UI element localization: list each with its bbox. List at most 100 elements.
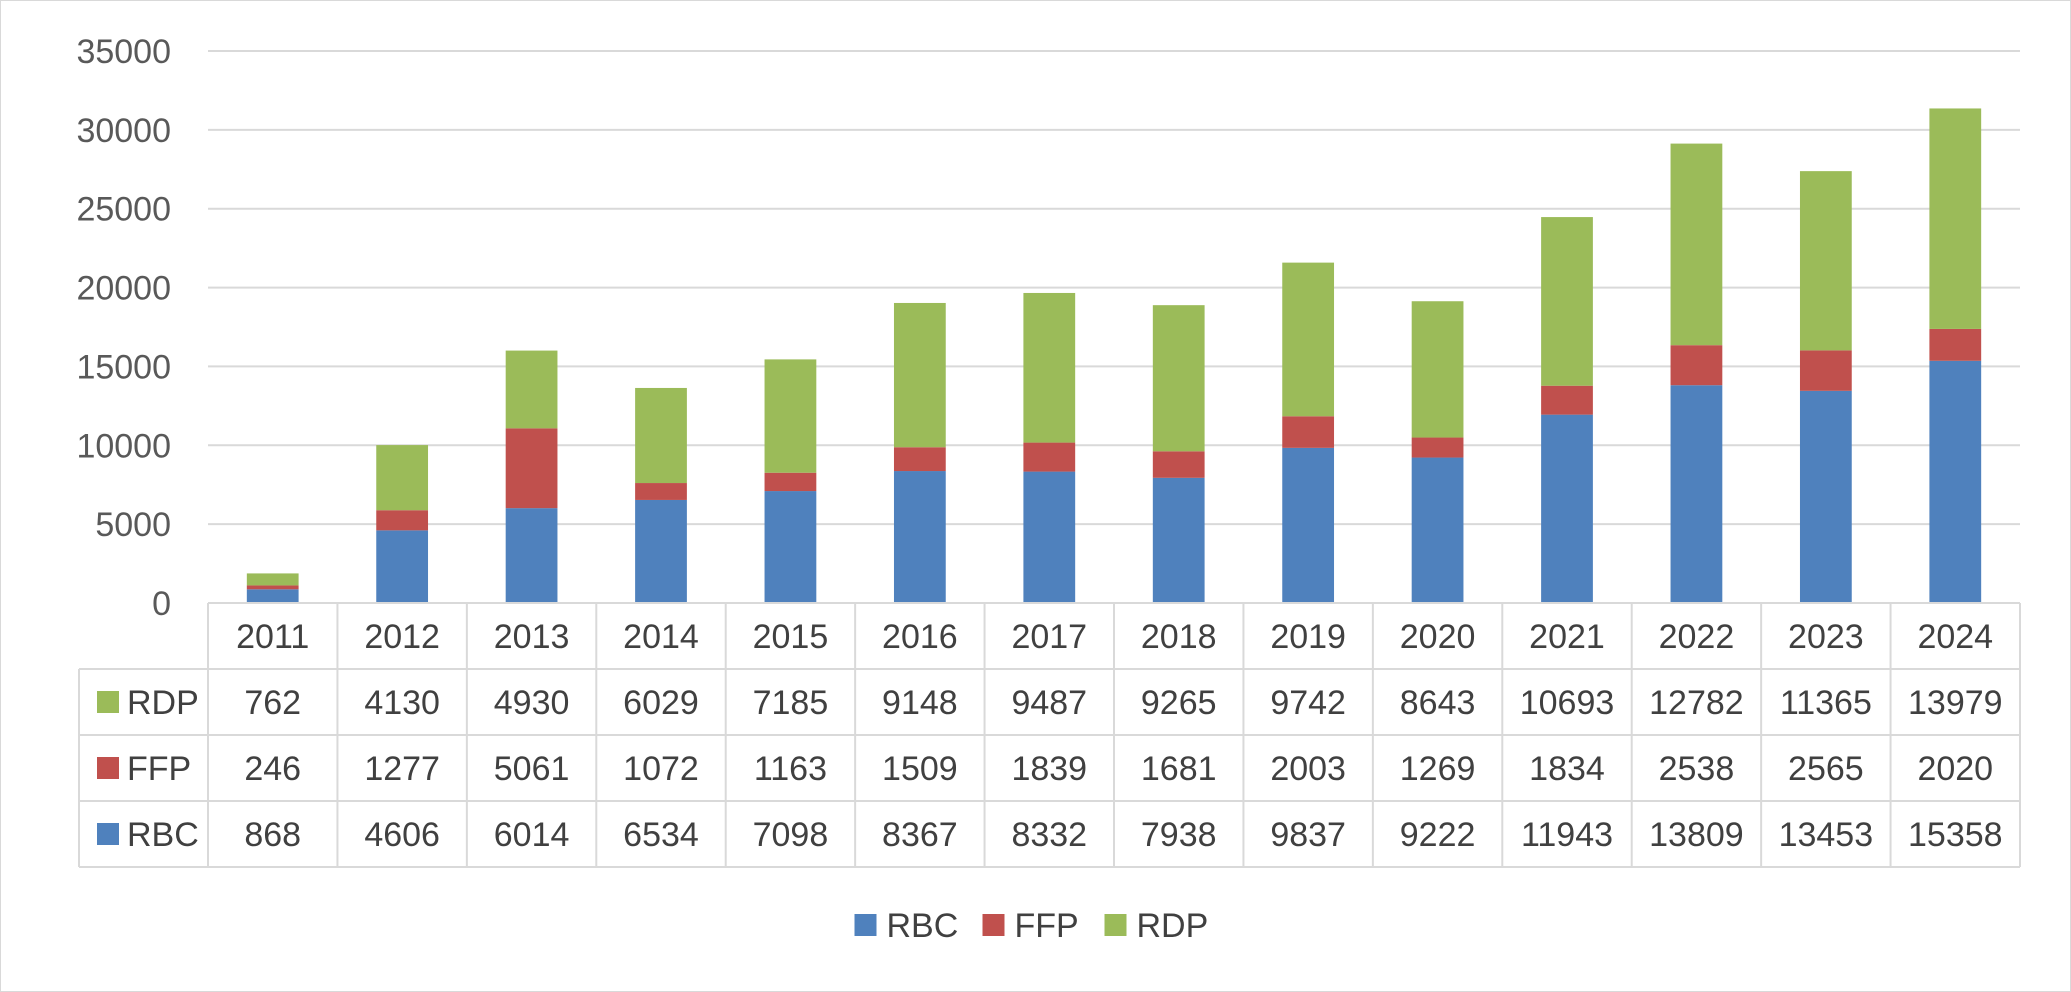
bar-rbc-2015	[764, 491, 817, 603]
bar-ffp-2024	[1929, 328, 1982, 361]
table-cell-value: 9487	[1011, 684, 1087, 722]
x-tick-label: 2013	[494, 618, 570, 656]
table-cell-value: 12782	[1649, 684, 1744, 722]
bar-rdp-2016	[893, 302, 946, 448]
y-tick-label: 25000	[76, 191, 171, 229]
table-row-label: RBC	[127, 816, 199, 854]
y-tick-label: 0	[152, 585, 171, 623]
bar-rbc-2020	[1411, 457, 1464, 603]
x-tick-label: 2011	[236, 618, 309, 656]
y-tick-label: 15000	[76, 348, 171, 386]
bar-rdp-2023	[1799, 171, 1852, 351]
bar-rbc-2023	[1799, 390, 1852, 603]
gridlines	[208, 50, 2020, 526]
bar-rbc-2024	[1929, 360, 1982, 603]
table-cell-value: 2565	[1788, 750, 1864, 788]
x-tick-label: 2020	[1400, 618, 1476, 656]
x-tick-label: 2022	[1659, 618, 1735, 656]
bar-rdp-2011	[246, 573, 299, 586]
y-tick-label: 20000	[76, 270, 171, 308]
bar-rdp-2021	[1541, 217, 1593, 386]
table-cell-value: 8367	[882, 816, 958, 854]
x-tick-label: 2018	[1141, 618, 1217, 656]
y-tick-label: 5000	[95, 506, 171, 544]
table-cell-value: 4606	[364, 816, 440, 854]
legend-label: RBC	[887, 907, 959, 945]
table-cell-value: 4130	[364, 684, 440, 722]
table-cell-value: 6014	[494, 816, 570, 854]
table-cell-value: 13453	[1779, 816, 1874, 854]
table-row-label: RDP	[127, 684, 199, 722]
table-cell-value: 6534	[623, 816, 699, 854]
legend: RBC FFP RDP	[854, 907, 1208, 945]
bar-rbc-2021	[1541, 414, 1593, 603]
table-legend-key-rdp	[97, 691, 119, 713]
bar-rbc-2011	[246, 589, 299, 603]
x-tick-label: 2019	[1270, 618, 1346, 656]
table-cell-value: 1277	[364, 750, 440, 788]
table-cell-value: 5061	[494, 750, 570, 788]
y-axis-tick-labels: 0 5000 10000 15000 20000 25000 30000 35000	[76, 33, 171, 623]
table-cell-value: 10693	[1520, 684, 1615, 722]
bar-rbc-2016	[893, 471, 946, 603]
table-cell-value: 7098	[753, 816, 829, 854]
table-row-label: FFP	[127, 750, 191, 788]
bar-rbc-2018	[1152, 477, 1205, 603]
table-cell-value: 9148	[882, 684, 958, 722]
table-cell-value: 6029	[623, 684, 699, 722]
legend-key-rdp	[1104, 914, 1127, 936]
bar-rbc-2019	[1282, 447, 1335, 603]
bar-ffp-2016	[893, 447, 946, 472]
bar-rdp-2015	[764, 359, 817, 473]
table-cell-value: 7185	[753, 684, 829, 722]
table-cell-value: 11943	[1521, 816, 1613, 854]
table-cell-value: 1681	[1141, 750, 1217, 788]
x-tick-label: 2012	[364, 618, 440, 656]
table-cell-value: 1834	[1529, 750, 1605, 788]
table-cell-value: 9742	[1270, 684, 1346, 722]
table-cell-value: 9222	[1400, 816, 1476, 854]
bar-rdp-2024	[1929, 108, 1982, 329]
bar-rbc-2014	[635, 499, 687, 603]
bar-ffp-2021	[1541, 385, 1593, 415]
table-cell-value: 246	[244, 750, 301, 788]
bar-rdp-2019	[1282, 262, 1335, 417]
bar-rdp-2017	[1023, 292, 1076, 443]
bar-rbc-2013	[505, 508, 558, 603]
bar-ffp-2011	[246, 585, 299, 590]
bar-rdp-2018	[1152, 305, 1205, 452]
table-cell-value: 11365	[1780, 684, 1872, 722]
x-tick-label: 2017	[1011, 618, 1087, 656]
bar-ffp-2020	[1411, 437, 1464, 458]
x-tick-label: 2024	[1917, 618, 1993, 656]
bar-rdp-2012	[376, 445, 429, 511]
bar-rdp-2014	[635, 387, 687, 484]
data-table: 2011 2012 2013 2014 2015 2016 2017 2018 2019 2020…	[78, 602, 2021, 868]
y-tick-label: 30000	[76, 112, 171, 150]
x-tick-label: 2021	[1529, 618, 1605, 656]
bar-ffp-2013	[505, 428, 558, 509]
bars	[246, 108, 1982, 603]
bar-ffp-2015	[764, 472, 817, 492]
bar-ffp-2022	[1670, 345, 1723, 386]
legend-key-rbc	[854, 914, 877, 936]
bar-ffp-2014	[635, 483, 687, 500]
bar-ffp-2019	[1282, 416, 1335, 448]
table-cell-value: 1509	[882, 750, 958, 788]
table-cell-value: 13979	[1908, 684, 2003, 722]
y-tick-label: 35000	[76, 33, 171, 71]
bar-ffp-2023	[1799, 350, 1852, 391]
x-tick-label: 2014	[623, 618, 699, 656]
x-tick-label: 2023	[1788, 618, 1864, 656]
table-cell-value: 9265	[1141, 684, 1217, 722]
bar-rbc-2012	[376, 530, 429, 603]
table-cell-value: 2538	[1659, 750, 1735, 788]
y-tick-label: 10000	[76, 427, 171, 465]
table-cell-value: 868	[244, 816, 301, 854]
bar-rdp-2022	[1670, 143, 1723, 346]
bar-ffp-2017	[1023, 442, 1076, 472]
table-cell-value: 8643	[1400, 684, 1476, 722]
table-cell-value: 2020	[1917, 750, 1993, 788]
